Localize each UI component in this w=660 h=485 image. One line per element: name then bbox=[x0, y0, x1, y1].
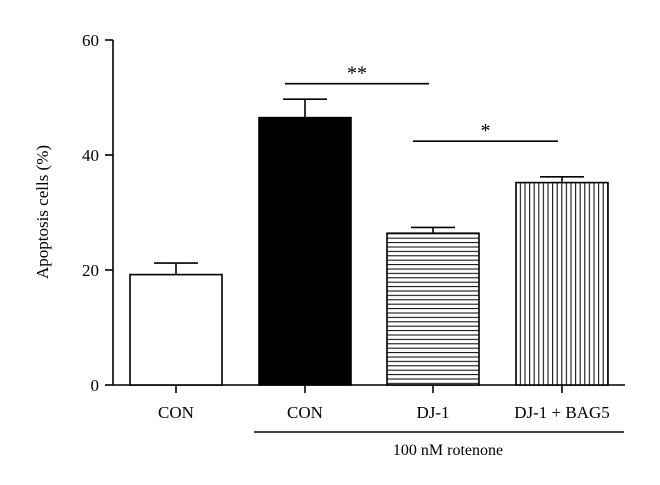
y-axis-label: Apoptosis cells (%) bbox=[33, 145, 52, 279]
labels: Apoptosis cells (%) 100 nM rotenone 0 20 4… bbox=[33, 31, 624, 459]
bar bbox=[515, 181, 609, 386]
bars bbox=[129, 98, 609, 386]
bar bbox=[258, 116, 352, 386]
x-tick-label: DJ-1 bbox=[416, 403, 449, 422]
y-tick-label: 40 bbox=[82, 146, 99, 165]
x-tick-label: CON bbox=[158, 403, 194, 422]
x-tick-label: DJ-1 + BAG5 bbox=[514, 403, 610, 422]
group-label: 100 nM rotenone bbox=[393, 442, 503, 459]
x-tick-label: CON bbox=[287, 403, 323, 422]
y-tick-label: 0 bbox=[91, 376, 100, 395]
y-tick-label: 20 bbox=[82, 261, 99, 280]
significance-label: ** bbox=[347, 63, 367, 85]
significance-label: * bbox=[481, 120, 491, 142]
bar bbox=[386, 232, 480, 386]
bar bbox=[129, 273, 223, 386]
y-tick-label: 60 bbox=[82, 31, 99, 50]
